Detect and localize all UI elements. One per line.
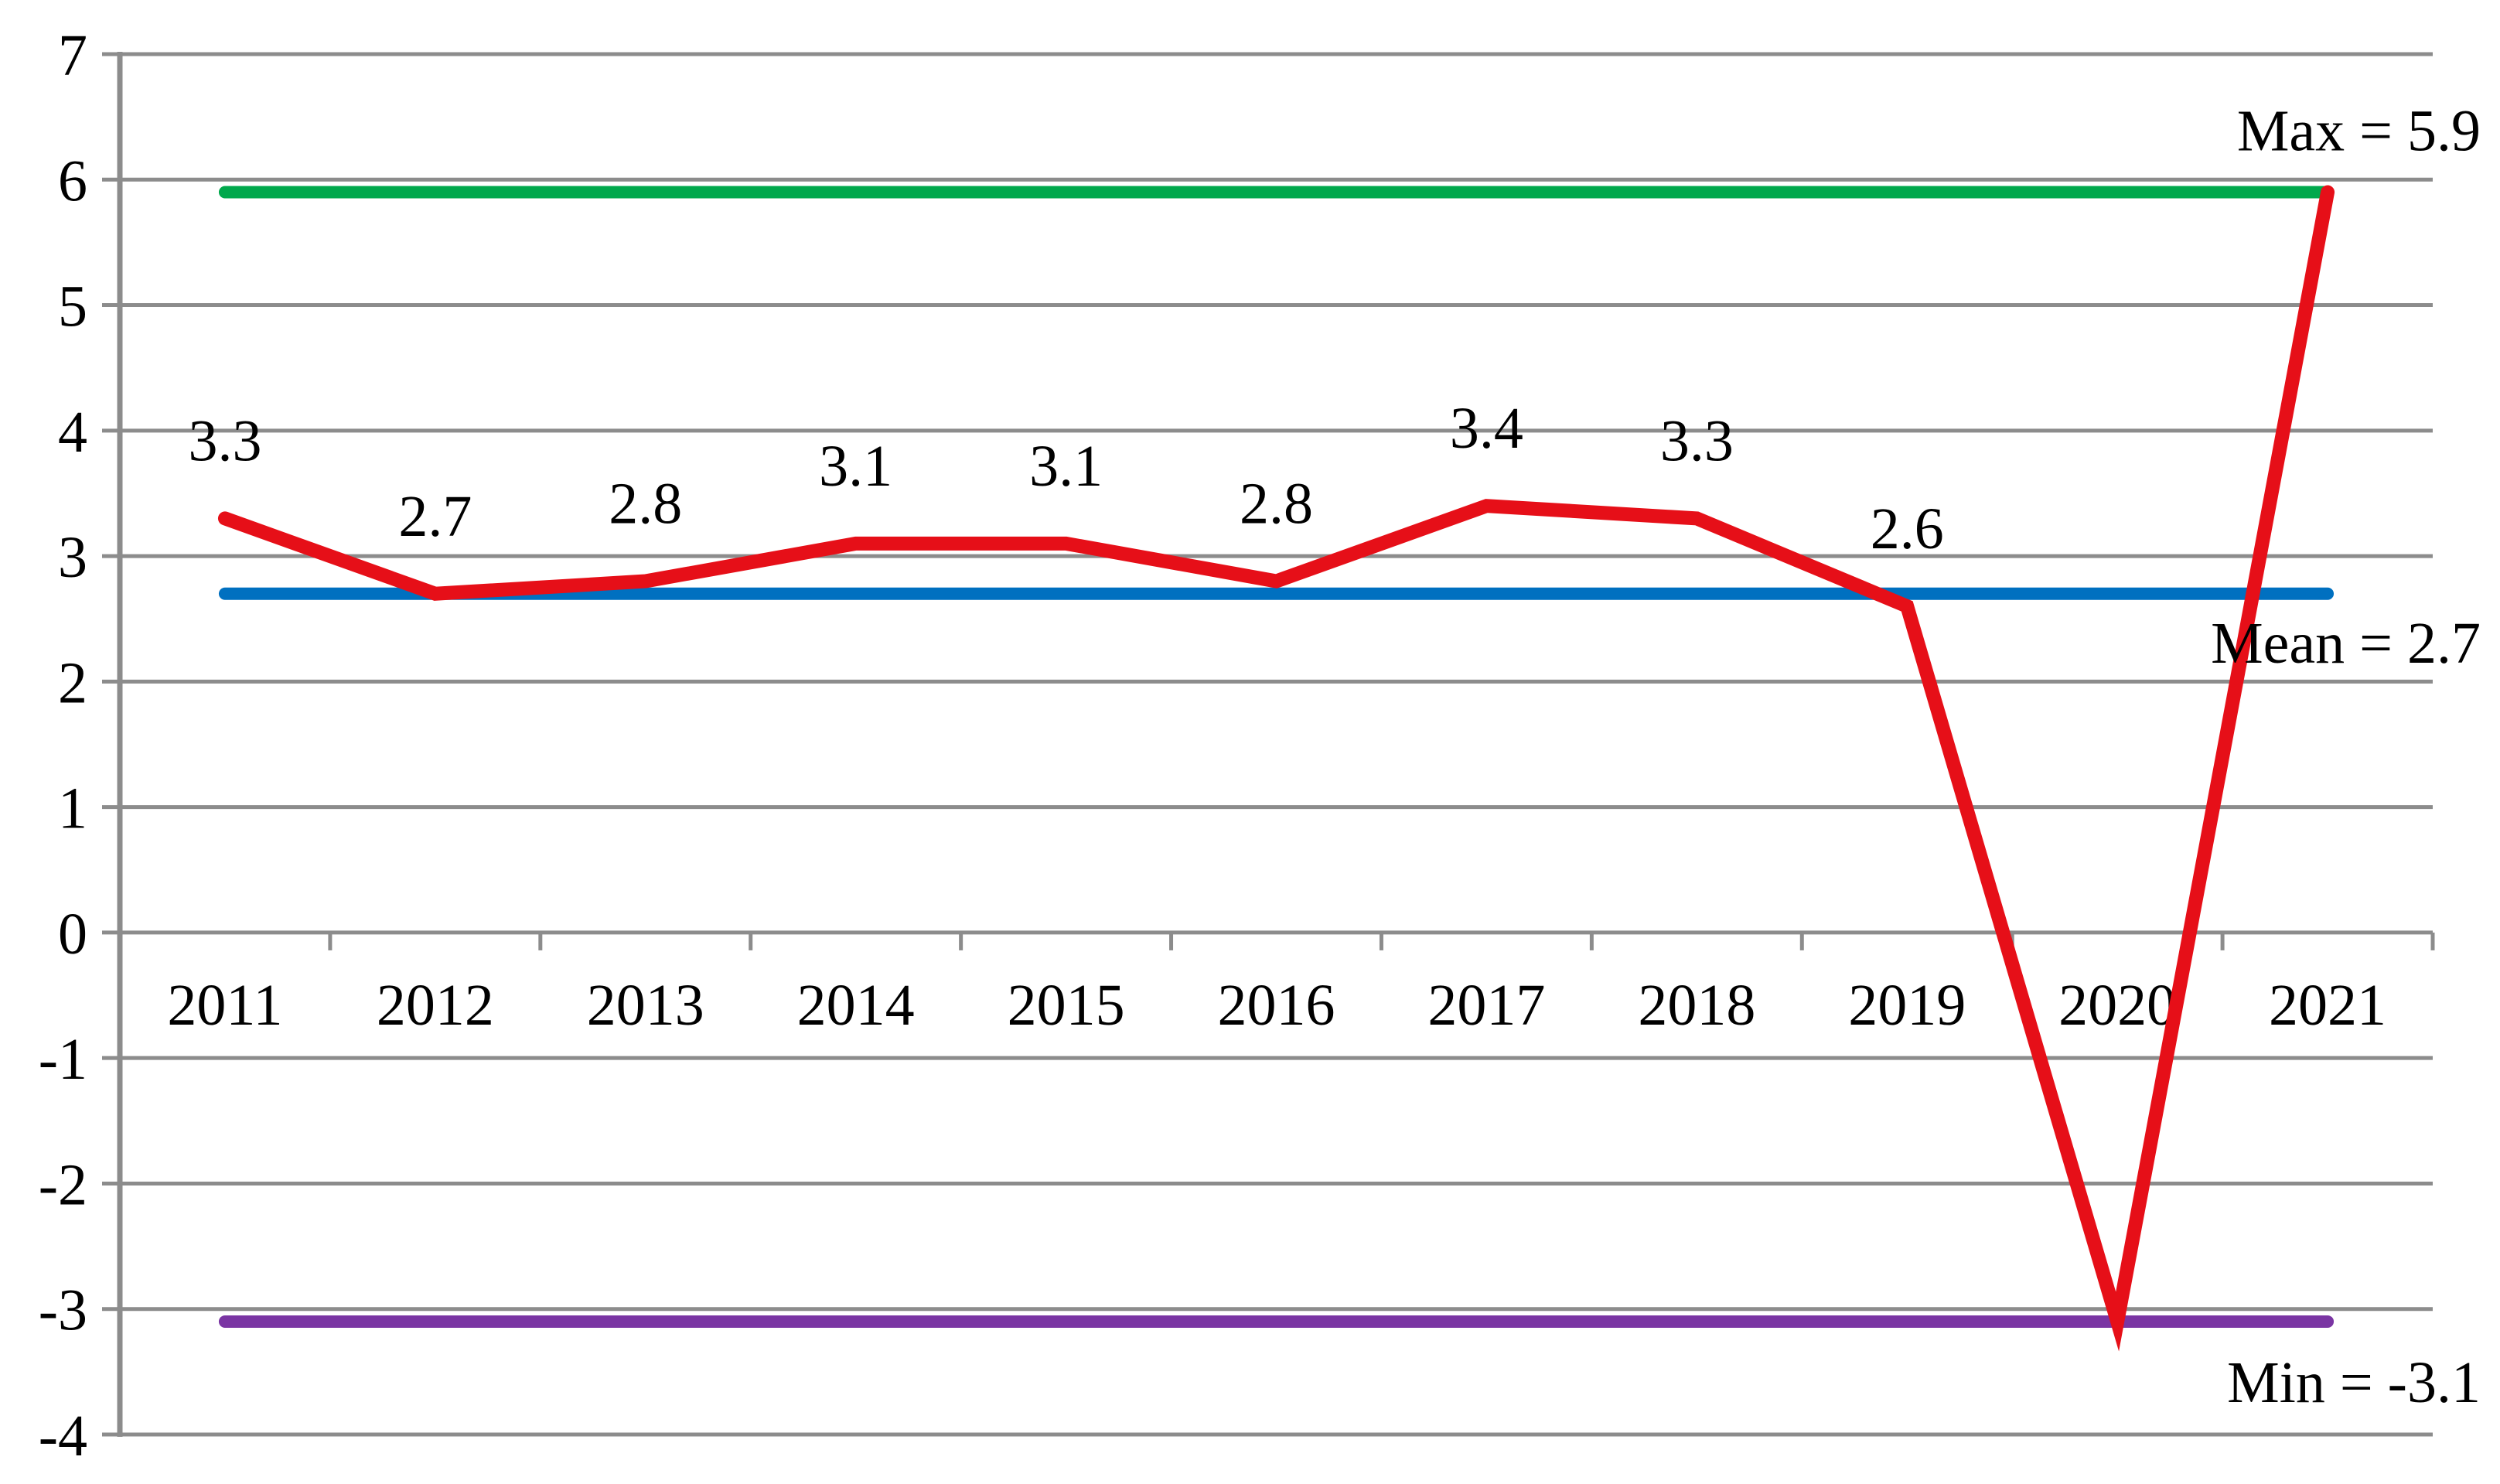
data-label: 3.3 xyxy=(1660,408,1734,473)
data-label: 2.8 xyxy=(609,472,682,537)
max-annotation: Max = 5.9 xyxy=(2237,99,2481,164)
x-axis-category-label: 2019 xyxy=(1848,973,1966,1038)
y-axis-tick-label: 1 xyxy=(58,776,87,841)
x-axis-category-label: 2014 xyxy=(797,973,915,1038)
y-axis-tick-label: 4 xyxy=(58,400,87,465)
y-axis-tick-label: -4 xyxy=(39,1404,87,1469)
x-axis-category-label: 2012 xyxy=(377,973,494,1038)
x-axis-category-label: 2015 xyxy=(1008,973,1125,1038)
x-axis-category-label: 2017 xyxy=(1427,973,1545,1038)
y-axis-tick-label: 2 xyxy=(58,650,87,715)
y-axis-tick-label: -1 xyxy=(39,1027,87,1092)
data-series-line xyxy=(217,185,2335,1352)
x-axis-category-label: 2021 xyxy=(2269,973,2386,1038)
data-label: 2.7 xyxy=(398,484,472,549)
y-axis-tick-label: -3 xyxy=(39,1278,87,1343)
data-label: 2.6 xyxy=(1871,496,1944,561)
y-axis-tick-label: 0 xyxy=(58,902,87,967)
x-axis-category-label: 2011 xyxy=(167,973,282,1038)
data-label: 3.3 xyxy=(188,408,261,473)
data-label: 3.4 xyxy=(1450,396,1523,461)
mean-annotation: Mean = 2.7 xyxy=(2211,611,2481,676)
x-axis-category-label: 2013 xyxy=(587,973,704,1038)
data-label: 2.8 xyxy=(1240,472,1313,537)
y-axis-tick-label: 3 xyxy=(58,525,87,590)
data-label: 3.1 xyxy=(819,434,892,499)
x-axis-category-label: 2018 xyxy=(1638,973,1755,1038)
data-label: 3.1 xyxy=(1029,434,1103,499)
x-axis-category-label: 2020 xyxy=(2058,973,2176,1038)
x-axis-category-label: 2016 xyxy=(1218,973,1335,1038)
y-axis-tick-label: 5 xyxy=(58,275,87,339)
y-axis-tick-label: -2 xyxy=(39,1152,87,1217)
y-axis-tick-label: 6 xyxy=(58,148,87,213)
min-annotation: Min = -3.1 xyxy=(2227,1350,2481,1415)
y-axis-tick-label: 7 xyxy=(58,23,87,88)
